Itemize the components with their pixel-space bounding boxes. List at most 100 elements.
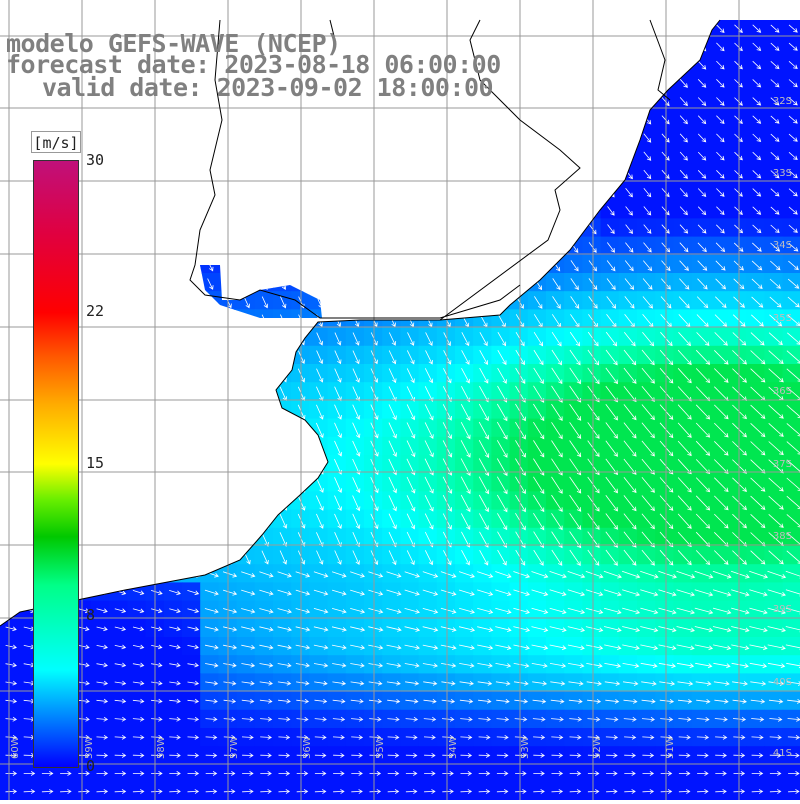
wind-arrow [788, 24, 798, 33]
wind-arrow [316, 368, 324, 383]
wind-arrow [388, 332, 397, 346]
lat-label: 36S [772, 386, 792, 397]
valid-date: valid date: 2023-09-02 18:00:00 [42, 73, 494, 102]
wind-arrow [607, 224, 615, 235]
wind-arrow [716, 42, 725, 52]
wind-arrow [551, 331, 562, 347]
wind-arrow [334, 368, 342, 383]
wind-arrow [752, 97, 762, 106]
wind-arrow [460, 404, 471, 421]
wind-arrow [770, 24, 780, 33]
lat-label: 40S [772, 677, 792, 688]
wind-cell [782, 564, 800, 583]
wind-arrow [334, 422, 342, 439]
wind-cell [782, 127, 800, 147]
wind-arrow [788, 188, 798, 197]
wind-arrow [734, 115, 743, 124]
wind-arrow [677, 368, 692, 384]
wind-arrow [770, 206, 780, 215]
wind-arrow [734, 60, 743, 70]
wind-arrow [768, 332, 783, 346]
wind-arrow [679, 206, 688, 216]
lon-label: 55W [375, 736, 386, 759]
wind-arrow [315, 422, 324, 439]
wind-arrow [752, 60, 762, 70]
wind-arrow [752, 224, 762, 234]
wind-arrow [623, 331, 636, 347]
wind-arrow [679, 169, 688, 179]
wind-arrow [406, 440, 416, 458]
wind-arrow [750, 368, 766, 383]
wind-arrow [606, 296, 617, 309]
wind-cell [782, 345, 800, 365]
wind-arrow [679, 278, 690, 290]
wind-arrow [607, 206, 615, 216]
wind-arrow [643, 151, 652, 161]
wind-arrow [788, 115, 798, 124]
wind-arrow [697, 79, 707, 88]
colorbar-tick-0: 0 [86, 757, 96, 775]
wind-arrow [569, 422, 582, 440]
wind-cell [782, 20, 800, 37]
colorbar-tick-15: 15 [86, 454, 105, 472]
wind-arrow [605, 422, 618, 439]
wind-arrow [425, 350, 433, 365]
wind-arrow [751, 260, 763, 271]
wind-arrow [697, 115, 707, 125]
wind-arrow [752, 42, 762, 52]
wind-cell [782, 291, 800, 310]
wind-arrow [388, 386, 397, 402]
wind-arrow [643, 169, 652, 180]
wind-arrow [677, 440, 692, 457]
wind-arrow [697, 278, 708, 290]
wind-arrow [606, 278, 616, 291]
wind-arrow [424, 440, 434, 458]
wind-arrow [734, 170, 743, 179]
wind-arrow [606, 242, 615, 253]
wind-cell [782, 200, 800, 219]
wind-arrow [769, 296, 782, 308]
wind-arrow [716, 97, 725, 106]
wind-arrow [734, 79, 743, 88]
wind-arrow [734, 206, 743, 215]
wind-arrow [788, 260, 799, 271]
wind-arrow [316, 350, 324, 365]
wind-arrow [787, 278, 800, 289]
wind-arrow [497, 349, 507, 366]
wind-arrow [569, 385, 582, 403]
wind-arrow [497, 367, 507, 384]
wind-arrow [769, 314, 783, 327]
wind-arrow [569, 331, 581, 347]
wind-arrow [734, 151, 743, 161]
wind-arrow [570, 260, 579, 272]
wind-arrow [641, 422, 655, 439]
wind-arrow [461, 332, 470, 347]
wind-arrow [697, 60, 707, 70]
wind-arrow [715, 296, 727, 309]
wind-arrow [625, 188, 633, 198]
wind-arrow [497, 385, 508, 403]
wind-arrow [770, 188, 780, 197]
wind-arrow [352, 386, 360, 402]
colorbar-tick-8: 8 [86, 606, 96, 624]
colorbar-tick-22: 22 [86, 302, 105, 320]
wind-arrow [678, 332, 692, 347]
lon-label: 59W [84, 736, 95, 759]
wind-arrow [623, 404, 637, 421]
wind-arrow [751, 296, 764, 308]
wind-arrow [623, 349, 637, 366]
wind-arrow [461, 368, 470, 384]
wind-arrow [605, 331, 618, 347]
wind-cell [782, 109, 800, 128]
wind-arrow [751, 278, 763, 290]
wind-arrow [770, 115, 780, 124]
wind-arrow [623, 367, 637, 384]
wind-arrow [496, 421, 508, 440]
wind-arrow [695, 368, 711, 384]
wind-arrow [623, 385, 637, 403]
wind-arrow [551, 367, 563, 385]
wind-arrow [697, 151, 707, 161]
wind-arrow [479, 332, 488, 347]
wind-arrow [752, 151, 762, 161]
